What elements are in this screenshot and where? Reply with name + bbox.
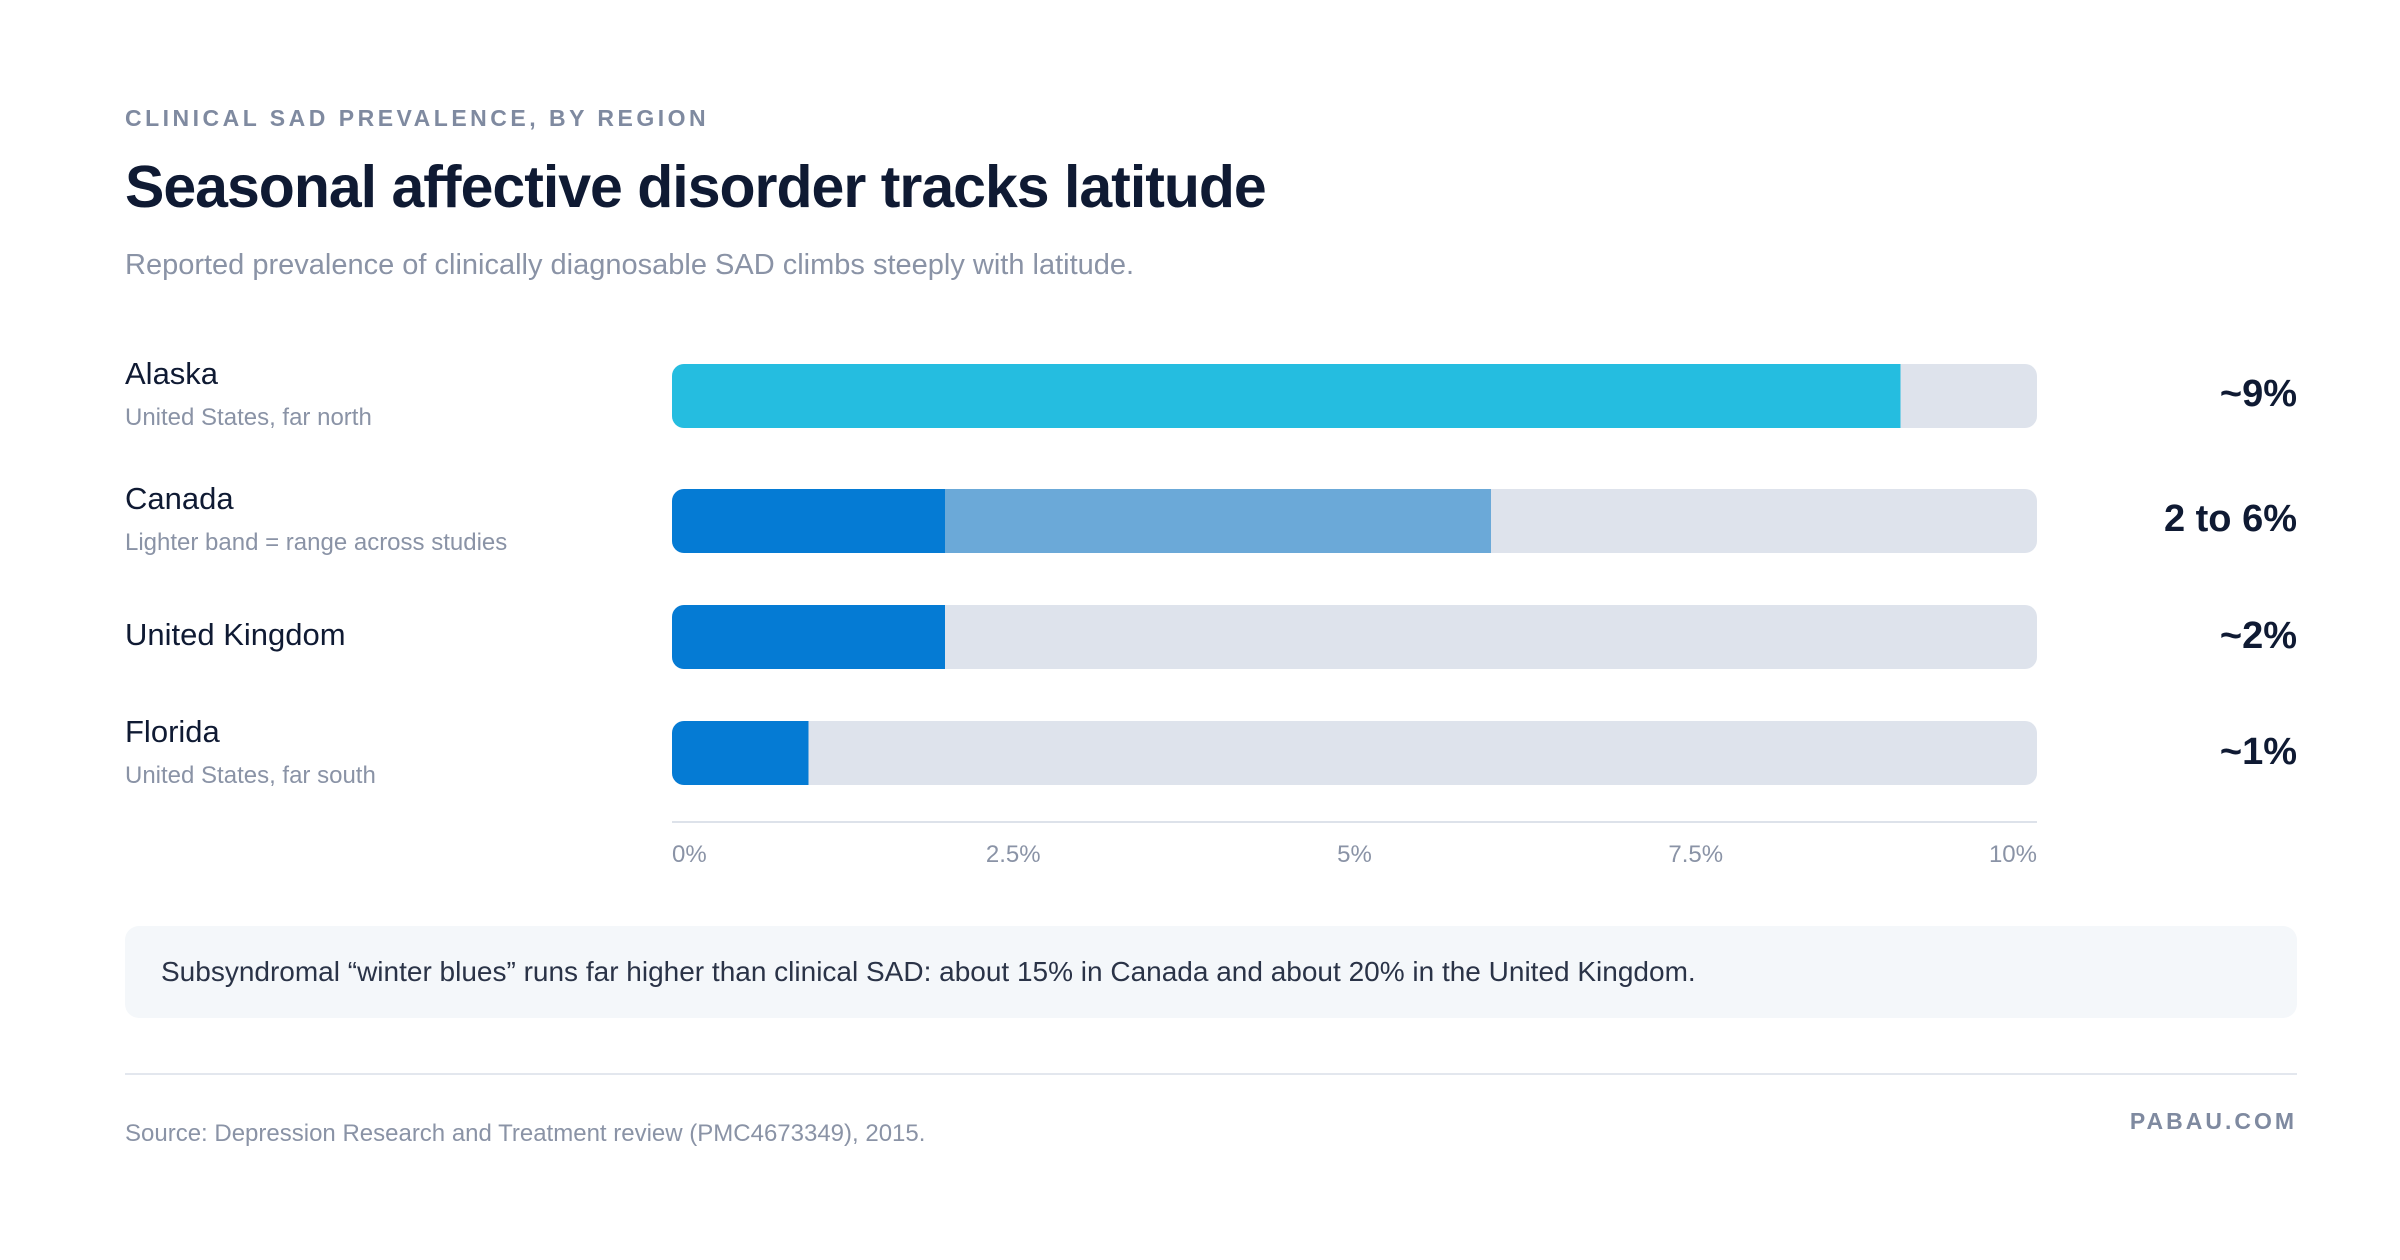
row-value-canada: 2 to 6% [2163, 498, 2297, 540]
row-sublabel-florida: United States, far south [125, 762, 376, 789]
row-label-canada: Canada [125, 481, 234, 516]
note-box: Subsyndromal “winter blues” runs far hig… [125, 926, 2297, 1018]
x-tick-label-2-5-: 2.5% [986, 841, 1041, 868]
chart-title: Seasonal affective disorder tracks latit… [125, 154, 1267, 220]
range-band-canada [945, 489, 1491, 553]
row-label-united-kingdom: United Kingdom [125, 617, 346, 652]
x-tick-label-10-: 10% [1989, 841, 2037, 868]
row-label-alaska: Alaska [125, 356, 219, 391]
bar-track-united-kingdom [672, 605, 2037, 669]
bar-florida [672, 721, 809, 785]
source-text: Source: Depression Research and Treatmen… [125, 1120, 926, 1147]
row-sublabel-canada: Lighter band = range across studies [125, 529, 508, 556]
bar-chart: 0% 2.5% 5% 7.5% 10% [672, 364, 2037, 868]
bar-united-kingdom [672, 605, 945, 669]
row-value-florida: ~1% [2219, 731, 2297, 773]
row-sublabel-alaska: United States, far north [125, 404, 372, 431]
bar-canada [672, 489, 945, 553]
row-value-alaska: ~9% [2219, 373, 2297, 415]
x-tick-label-7-5-: 7.5% [1668, 841, 1723, 868]
note-text: Subsyndromal “winter blues” runs far hig… [161, 956, 1696, 987]
row-label-florida: Florida [125, 714, 220, 749]
brand-wordmark: PABAU.COM [2129, 1108, 2297, 1134]
row-value-united-kingdom: ~2% [2219, 615, 2297, 657]
x-tick-label-5-: 5% [1337, 841, 1372, 868]
chart-eyebrow: CLINICAL SAD PREVALENCE, BY REGION [125, 105, 710, 131]
footer-divider [125, 1073, 2297, 1075]
x-tick-label-0-: 0% [672, 841, 707, 868]
chart-subtitle: Reported prevalence of clinically diagno… [125, 249, 1135, 281]
bar-track-florida [672, 721, 2037, 785]
bar-alaska [672, 364, 1901, 428]
